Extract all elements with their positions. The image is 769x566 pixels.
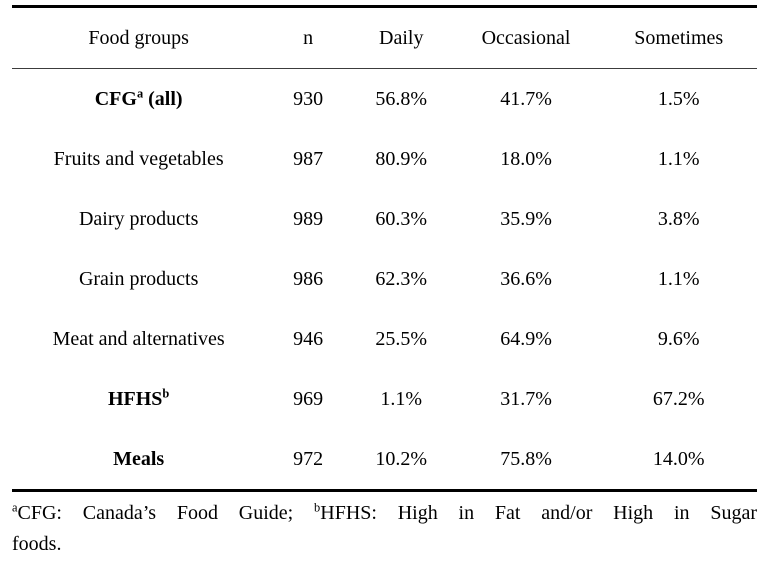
row-label-superscript: b [162,385,170,400]
cell-n: 987 [293,147,324,170]
column-header-food-groups: Food groups [88,26,189,49]
cell-occasional: 36.6% [500,267,552,290]
cell-occasional: 35.9% [500,207,552,230]
cell-occasional: 41.7% [500,87,552,110]
column-header-daily: Daily [379,26,424,49]
cell-sometimes: 1.5% [657,87,700,110]
footnote-superscript-a: a [12,500,18,515]
cell-daily: 60.3% [375,207,428,230]
cell-occasional: 18.0% [500,147,552,170]
cell-occasional: 64.9% [500,327,552,350]
footnote-text-cfg: CFG: Canada’s Food Guide; [17,502,315,524]
table-row-fruits-vegetables: Fruits and vegetables 987 80.9% 18.0% 1.… [12,129,757,189]
row-label-hfhs: HFHSb [12,385,265,411]
row-label-meals: Meals [12,448,265,471]
footnote-text-hfhs: HFHS: High in Fat and/or High in Sugar [320,502,757,524]
cell-sometimes: 9.6% [657,327,700,350]
row-label-grain-products: Grain products [12,268,265,291]
table-footnote: aCFG: Canada’s Food Guide; bHFHS: High i… [12,498,757,560]
cell-daily: 1.1% [380,387,423,410]
cell-sometimes: 3.8% [657,207,700,230]
cell-sometimes: 14.0% [652,447,705,470]
cell-daily: 62.3% [375,267,428,290]
row-label-text: Meals [113,447,165,470]
row-label-meat-alternatives: Meat and alternatives [12,328,265,351]
cell-sometimes: 1.1% [657,147,700,170]
row-label-text: CFG [94,87,137,110]
table-top-rule [12,5,757,8]
row-label-cfg-all: CFGa (all) [12,85,265,111]
row-label-text: Fruits and vegetables [53,147,224,170]
cell-n: 946 [293,327,324,350]
row-label-text: Dairy products [78,207,199,230]
cell-occasional: 75.8% [500,447,552,470]
header-separator-rule [12,68,757,69]
row-label-dairy-products: Dairy products [12,208,265,231]
cell-occasional: 31.7% [500,387,552,410]
row-label-text: Meat and alternatives [52,327,225,350]
cell-sometimes: 1.1% [657,267,700,290]
column-header-n: n [303,26,314,49]
table-row-hfhs: HFHSb 969 1.1% 31.7% 67.2% [12,369,757,429]
row-label-fruits-vegetables: Fruits and vegetables [12,148,265,171]
row-label-superscript: a [136,85,144,100]
cell-daily: 10.2% [375,447,428,470]
cell-n: 989 [293,207,324,230]
table-row-dairy-products: Dairy products 989 60.3% 35.9% 3.8% [12,189,757,249]
cell-daily: 25.5% [375,327,428,350]
table-row-cfg-all: CFGa (all) 930 56.8% 41.7% 1.5% [12,69,757,129]
cell-daily: 80.9% [375,147,428,170]
table-row-grain-products: Grain products 986 62.3% 36.6% 1.1% [12,249,757,309]
table-header-row: Food groups n Daily Occasional Sometimes [12,8,757,68]
row-label-suffix: (all) [143,87,183,110]
column-header-sometimes: Sometimes [634,26,724,49]
cell-n: 986 [293,267,324,290]
footnote-line-1: aCFG: Canada’s Food Guide; bHFHS: High i… [12,498,757,529]
table-bottom-rule [12,489,757,492]
cell-n: 972 [293,447,324,470]
column-header-occasional: Occasional [481,26,571,49]
table-row-meals: Meals 972 10.2% 75.8% 14.0% [12,429,757,489]
footnote-line-2: foods. [12,533,62,555]
cell-n: 969 [293,387,324,410]
cell-n: 930 [293,87,324,110]
cell-sometimes: 67.2% [652,387,705,410]
table-row-meat-alternatives: Meat and alternatives 946 25.5% 64.9% 9.… [12,309,757,369]
cell-daily: 56.8% [375,87,428,110]
row-label-text: Grain products [78,267,199,290]
footnote-superscript-b: b [314,500,321,515]
row-label-text: HFHS [107,387,163,410]
